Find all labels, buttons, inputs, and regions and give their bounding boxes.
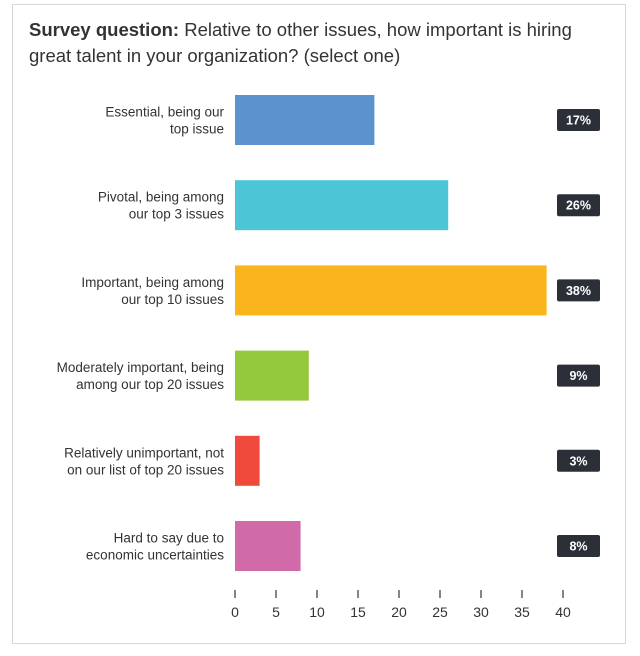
bar xyxy=(235,435,260,486)
title-prefix: Survey question: xyxy=(29,19,180,40)
category-label: top issue xyxy=(170,122,224,137)
bar xyxy=(235,180,449,231)
chart-title: Survey question: Relative to other issue… xyxy=(29,17,619,69)
category-label: Pivotal, being among xyxy=(98,190,224,205)
category-label: our top 10 issues xyxy=(121,292,224,307)
x-tick-label: 35 xyxy=(514,604,530,620)
category-label: on our list of top 20 issues xyxy=(67,462,224,477)
category-label: our top 3 issues xyxy=(129,207,225,222)
title-text: Relative to other issues, how important … xyxy=(29,19,572,66)
x-tick-label: 10 xyxy=(309,604,325,620)
category-label: Important, being among xyxy=(81,275,224,290)
value-badge xyxy=(557,109,600,131)
category-label: Relatively unimportant, not xyxy=(64,445,224,460)
bar xyxy=(235,95,375,145)
category-label: Essential, being our xyxy=(105,105,224,120)
value-badge xyxy=(557,364,600,387)
value-badge xyxy=(557,535,600,557)
bar xyxy=(235,265,547,316)
value-label: 3% xyxy=(569,454,587,468)
x-tick-label: 15 xyxy=(350,604,366,620)
value-label: 26% xyxy=(566,199,591,213)
value-badge xyxy=(557,279,600,302)
value-label: 8% xyxy=(569,540,587,554)
value-badge xyxy=(557,194,600,217)
value-label: 9% xyxy=(569,369,587,383)
category-label: economic uncertainties xyxy=(86,548,224,563)
x-tick-label: 40 xyxy=(555,604,571,620)
value-badge xyxy=(557,449,600,472)
x-tick-label: 20 xyxy=(391,604,407,620)
value-label: 17% xyxy=(566,114,591,128)
x-tick-label: 25 xyxy=(432,604,448,620)
x-tick-label: 30 xyxy=(473,604,489,620)
bar xyxy=(235,350,309,401)
category-label: among our top 20 issues xyxy=(76,377,224,392)
category-label: Moderately important, being xyxy=(57,360,224,375)
category-label: Hard to say due to xyxy=(114,531,224,546)
value-label: 38% xyxy=(566,284,591,298)
x-tick-label: 0 xyxy=(231,604,239,620)
x-tick-label: 5 xyxy=(272,604,280,620)
bar xyxy=(235,521,301,571)
